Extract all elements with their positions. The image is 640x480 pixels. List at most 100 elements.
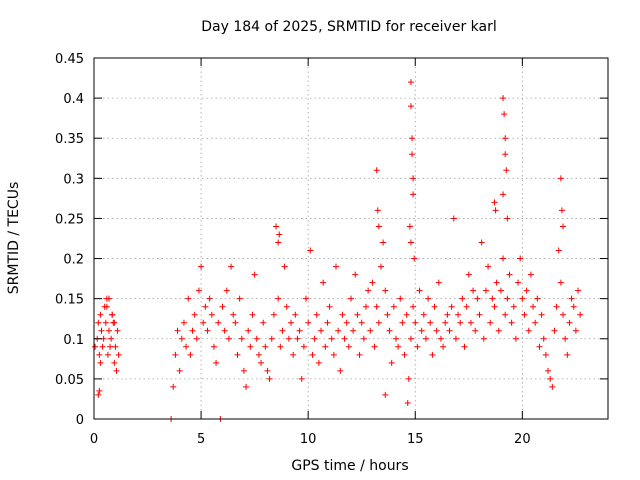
y-axis-title: SRMTID / TECUs — [6, 182, 22, 295]
data-point — [111, 359, 118, 366]
data-point — [564, 351, 571, 358]
data-point — [215, 319, 222, 326]
x-tick-label: 5 — [197, 432, 205, 447]
data-point — [96, 351, 103, 358]
data-point — [365, 287, 372, 294]
data-point — [485, 263, 492, 270]
data-point — [356, 351, 363, 358]
y-tick-label: 0.3 — [63, 172, 84, 187]
data-point — [348, 295, 354, 302]
data-point — [489, 295, 496, 302]
data-point — [568, 295, 575, 302]
data-point — [463, 303, 470, 310]
data-point — [232, 319, 239, 326]
data-point — [187, 351, 194, 358]
data-point — [380, 239, 387, 246]
data-point — [497, 287, 504, 294]
data-point — [566, 319, 573, 326]
data-point — [277, 343, 284, 350]
data-point — [407, 79, 414, 86]
data-point — [444, 311, 451, 318]
data-point — [534, 295, 541, 302]
data-point — [230, 311, 237, 318]
data-point — [397, 295, 404, 302]
data-point — [95, 319, 102, 326]
data-point — [311, 335, 318, 342]
data-point — [290, 351, 297, 358]
data-point — [459, 295, 466, 302]
data-point — [303, 295, 310, 302]
data-point — [375, 223, 382, 230]
y-tick-label: 0.05 — [55, 373, 84, 388]
data-point — [500, 191, 507, 198]
data-point — [281, 263, 288, 270]
data-points — [92, 79, 584, 422]
data-point — [410, 303, 417, 310]
data-point — [416, 287, 423, 294]
data-point — [377, 263, 384, 270]
data-point — [575, 287, 582, 294]
data-point — [105, 295, 112, 302]
data-point — [435, 279, 442, 286]
data-point — [195, 287, 202, 294]
data-point — [503, 167, 510, 174]
data-point — [422, 335, 429, 342]
y-tick-label: 0.35 — [55, 132, 84, 147]
data-point — [386, 327, 393, 334]
data-point — [560, 223, 567, 230]
data-point — [555, 247, 562, 254]
data-point — [369, 279, 376, 286]
data-point — [425, 295, 432, 302]
data-point — [333, 263, 340, 270]
data-point — [411, 255, 418, 262]
data-point — [560, 311, 567, 318]
data-point — [407, 335, 414, 342]
data-point — [367, 327, 374, 334]
data-point — [102, 319, 109, 326]
data-point — [273, 223, 280, 230]
data-point — [482, 287, 489, 294]
data-point — [390, 303, 397, 310]
data-point — [450, 215, 457, 222]
data-point — [236, 295, 243, 302]
data-point — [253, 335, 260, 342]
data-point — [455, 311, 462, 318]
data-point — [285, 335, 292, 342]
data-point — [420, 311, 427, 318]
data-point — [410, 191, 417, 198]
data-point — [527, 271, 534, 278]
data-point — [240, 367, 247, 374]
data-point — [107, 343, 114, 350]
data-point — [345, 343, 352, 350]
data-point — [440, 343, 447, 350]
data-point — [249, 311, 256, 318]
data-point — [251, 271, 258, 278]
data-point — [326, 303, 333, 310]
data-point — [501, 111, 508, 118]
data-point — [407, 239, 414, 246]
x-tick-labels: 0 5 10 15 20 — [90, 432, 531, 447]
data-point — [97, 359, 104, 366]
data-point — [577, 311, 584, 318]
data-point — [234, 351, 241, 358]
plot-frame — [93, 57, 609, 420]
data-point — [202, 303, 209, 310]
data-point — [461, 343, 468, 350]
data-point — [97, 311, 104, 318]
data-point — [108, 335, 115, 342]
data-point — [525, 327, 532, 334]
data-point — [512, 335, 519, 342]
data-point — [517, 255, 524, 262]
data-point — [292, 311, 299, 318]
data-point — [551, 327, 558, 334]
data-point — [324, 319, 331, 326]
data-point — [502, 311, 509, 318]
data-point — [243, 383, 250, 390]
data-point — [176, 367, 183, 374]
data-point — [500, 95, 507, 102]
data-point — [266, 375, 273, 382]
data-point — [495, 327, 502, 334]
data-point — [558, 207, 565, 214]
data-point — [352, 271, 359, 278]
data-point — [298, 375, 305, 382]
